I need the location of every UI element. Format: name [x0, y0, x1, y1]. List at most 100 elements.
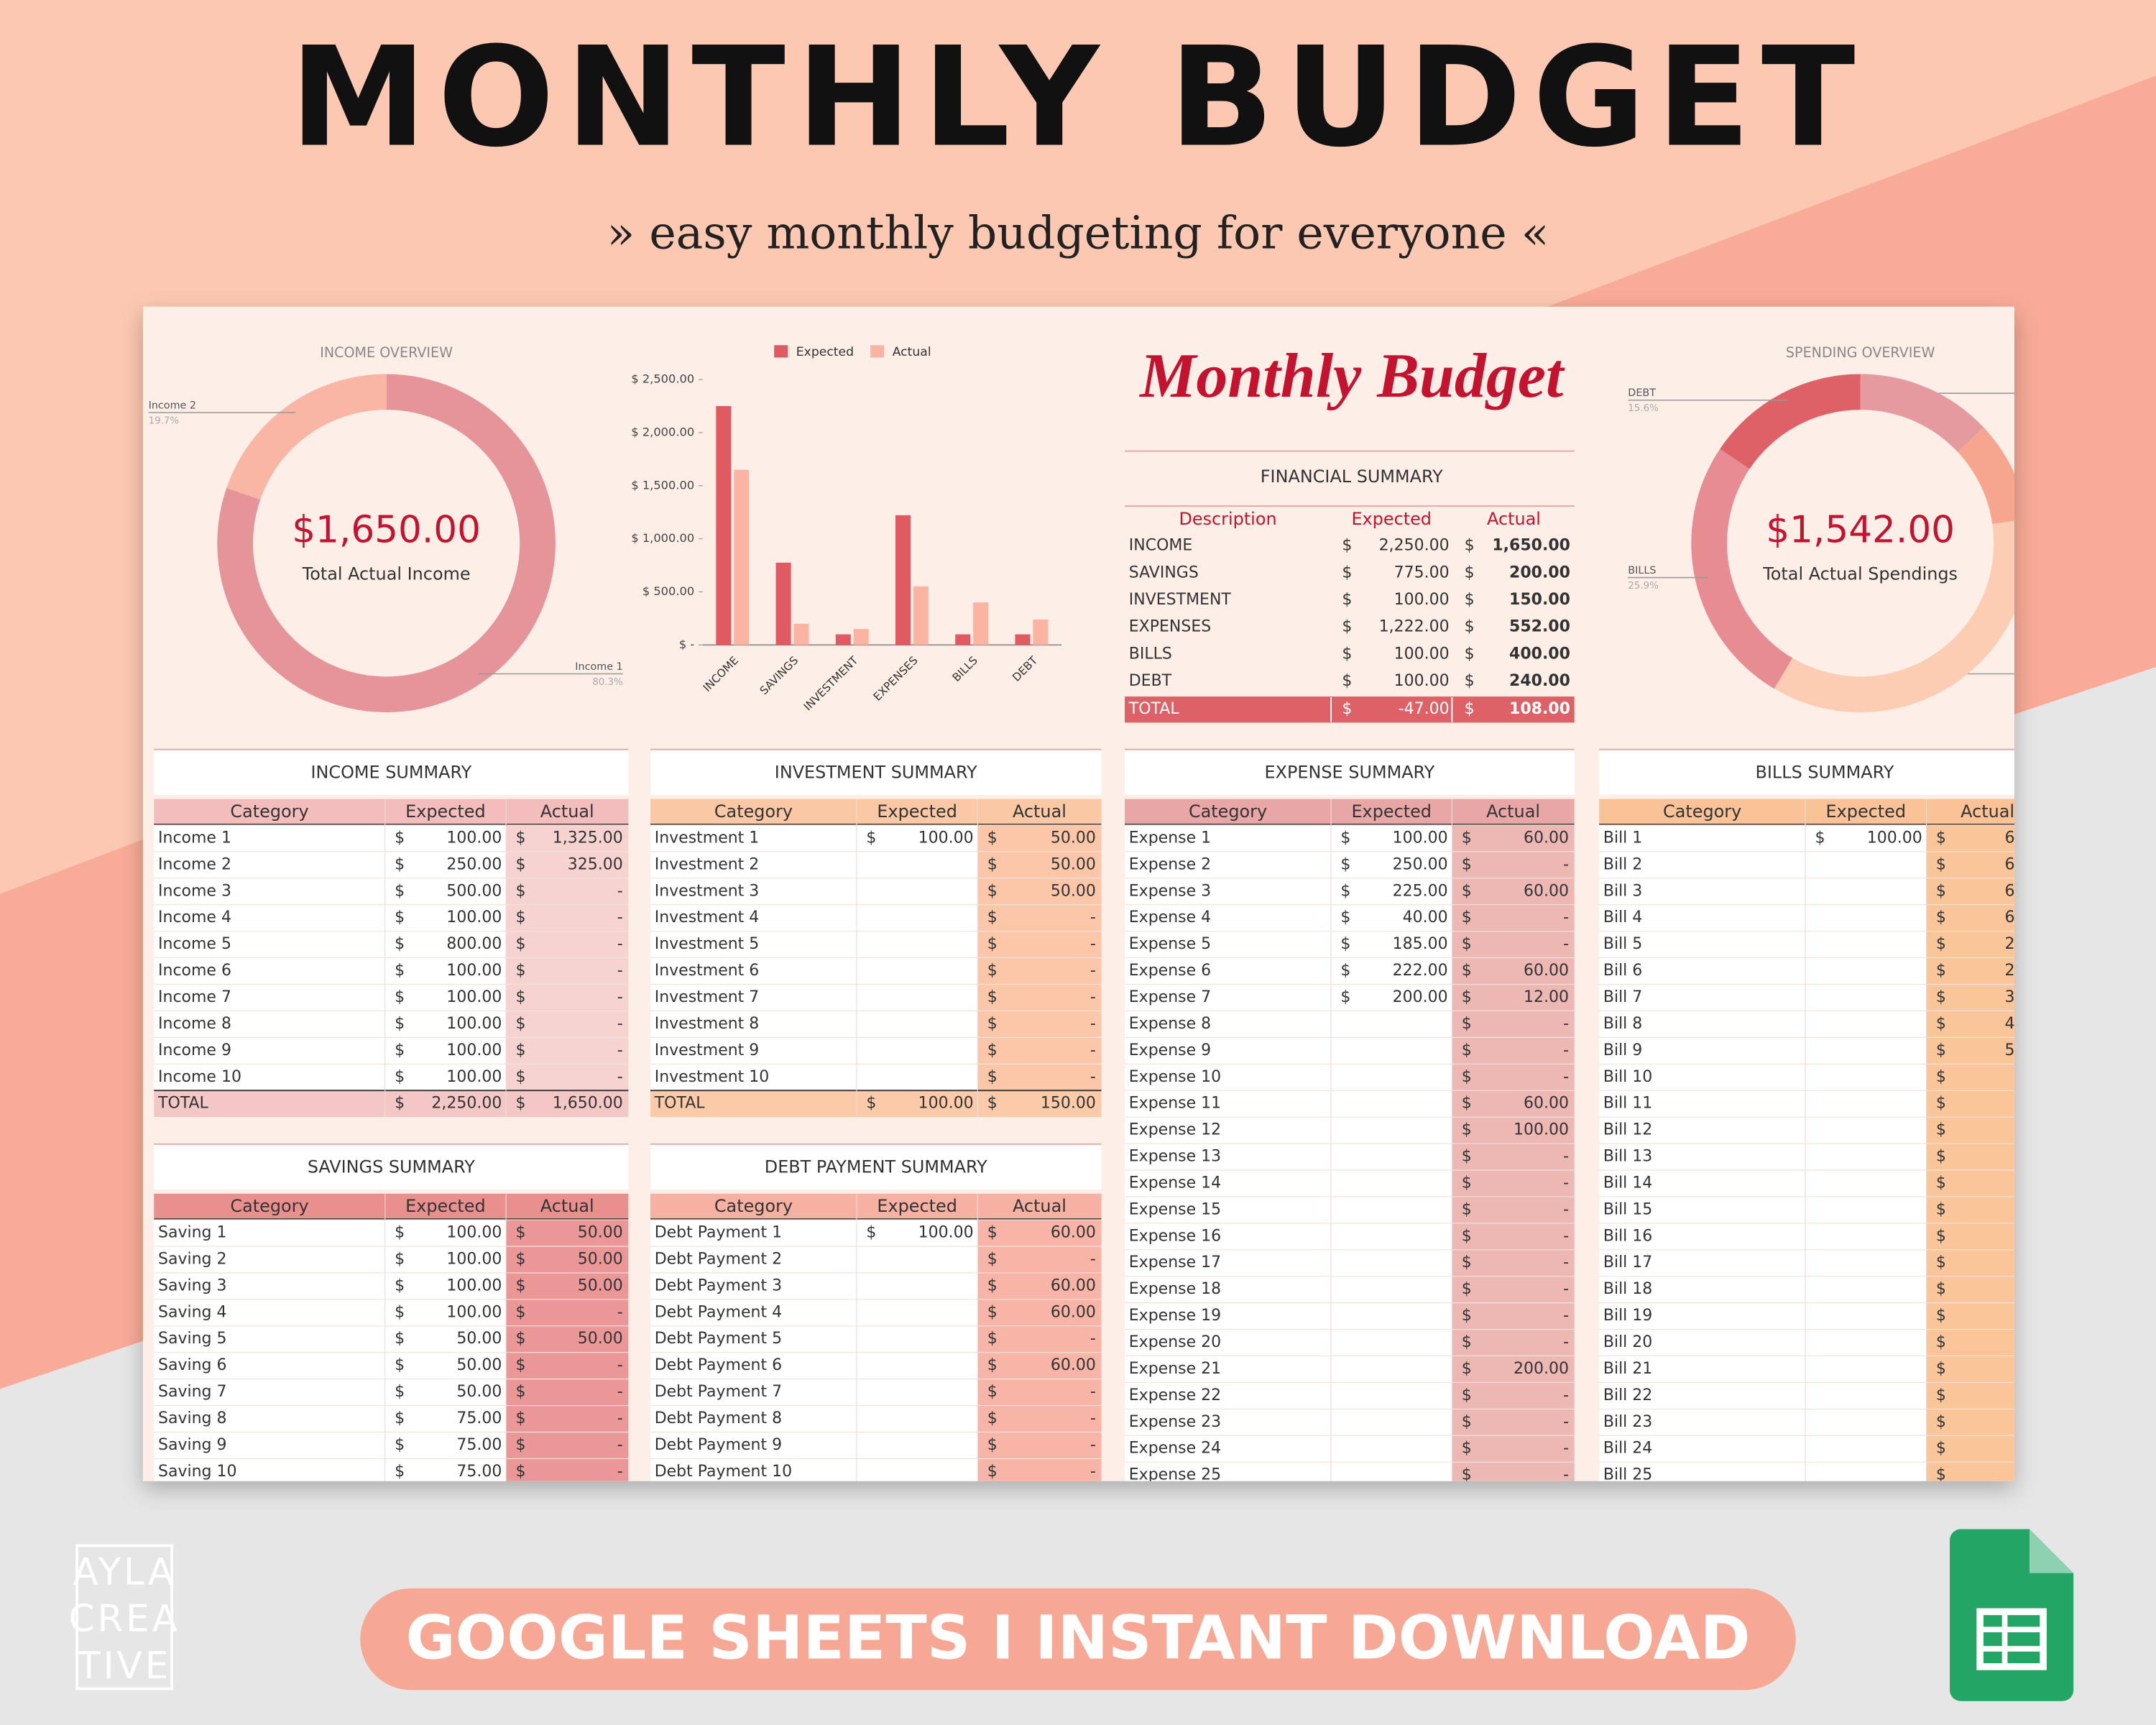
actual-cell-bg [977, 957, 1102, 985]
cell-actual: - [617, 882, 623, 900]
header-row [154, 1193, 629, 1219]
actual-cell-bg [506, 1352, 629, 1379]
currency: $ [1936, 1466, 1946, 1484]
cell-category: Expense 1 [1129, 829, 1211, 847]
cell-category: Expense 16 [1129, 1227, 1221, 1245]
row-bg [1599, 1223, 1927, 1250]
currency: $ [987, 1409, 998, 1427]
cell-category: Income 5 [158, 935, 231, 953]
currency: $ [515, 882, 525, 900]
logo-frame [75, 1544, 174, 1690]
currency: $ [1936, 1413, 1946, 1431]
currency: $ [1340, 935, 1350, 953]
cell-actual: - [617, 935, 623, 953]
cell-expected: 75.00 [456, 1463, 502, 1481]
cell-category: Expense 4 [1129, 908, 1211, 926]
actual-cell-bg [1452, 1144, 1575, 1170]
actual-cell-bg [506, 931, 629, 958]
currency: $ [395, 1068, 405, 1086]
currency: $ [395, 1276, 405, 1294]
row-bg [1125, 1037, 1452, 1064]
row-bg [1125, 957, 1452, 985]
actual-cell-bg [977, 1299, 1102, 1326]
cell-expected: 100.00 [446, 1303, 502, 1321]
cell-actual: - [617, 1436, 623, 1454]
cell-actual: - [1090, 1041, 1096, 1059]
cell-expected: 100.00 [1394, 645, 1450, 663]
cell-category: Debt Payment 5 [655, 1330, 782, 1348]
cell-actual: - [1563, 1015, 1569, 1033]
slice-label: Income 2 [149, 400, 196, 411]
cell-actual: 1,650.00 [1492, 537, 1570, 555]
actual-cell-bg [1926, 1037, 2014, 1064]
actual-cell-bg [1452, 1117, 1575, 1144]
cell-expected: 225.00 [1393, 882, 1448, 900]
currency: $ [1465, 537, 1475, 555]
currency: $ [515, 1276, 525, 1294]
row-bg [1125, 1329, 1452, 1356]
cell-category: Expense 7 [1129, 988, 1211, 1006]
row-bg [1599, 1249, 1927, 1276]
currency: $ [1340, 988, 1350, 1006]
currency: $ [1936, 1200, 1946, 1218]
cell-actual: - [1563, 1440, 1569, 1458]
actual-cell-bg [977, 1325, 1102, 1353]
cell-actual: 100.00 [1514, 1121, 1569, 1139]
cell-category: Expense 13 [1129, 1148, 1221, 1166]
cell-category: Bill 5 [1603, 935, 1642, 953]
row-bg [1125, 1223, 1452, 1250]
actual-cell-bg [506, 1220, 629, 1246]
column-header: Actual [1961, 801, 2014, 822]
banner-text: GOOGLE SHEETS I INSTANT DOWNLOAD [406, 1602, 1751, 1673]
cell-category: Bill 9 [1603, 1041, 1642, 1059]
cell-category: Debt Payment 6 [655, 1356, 782, 1374]
currency: $ [987, 908, 998, 926]
slice-pct: 25.9% [1628, 581, 1659, 592]
cell-actual: - [617, 1041, 623, 1059]
currency: $ [395, 1095, 405, 1113]
cell-category: Bill 1 [1603, 829, 1642, 847]
legend-swatch [774, 345, 788, 358]
bar [835, 634, 851, 645]
currency: $ [987, 1330, 998, 1348]
actual-cell-bg [1926, 1064, 2014, 1091]
currency: $ [395, 935, 405, 953]
cell-category: Income 9 [158, 1041, 231, 1059]
cell-actual: 2 [2005, 935, 2015, 953]
row-bg [154, 931, 507, 958]
actual-cell-bg [977, 851, 1102, 878]
row-bg [650, 824, 978, 852]
cell-expected: 100.00 [918, 1224, 974, 1242]
actual-cell-bg [1452, 1196, 1575, 1223]
cell-expected: 100.00 [446, 908, 502, 926]
cell-actual: 150.00 [1041, 1095, 1096, 1113]
cell-actual: - [1090, 1015, 1096, 1033]
cell-expected: 100.00 [446, 962, 502, 980]
actual-cell-bg [1926, 984, 2014, 1011]
row-label: SAVINGS [1129, 564, 1199, 581]
cell-category: Expense 23 [1129, 1413, 1221, 1431]
row-bg [154, 851, 507, 878]
bar [955, 634, 971, 645]
cell-category: Saving 10 [158, 1463, 236, 1481]
cell-category: Debt Payment 3 [655, 1276, 782, 1294]
row-bg [650, 957, 978, 985]
legend-label: Expected [796, 345, 854, 359]
cell-category: Expense 5 [1129, 935, 1211, 953]
currency: $ [987, 829, 998, 847]
currency: $ [1936, 1333, 1946, 1351]
currency: $ [1462, 1015, 1472, 1033]
row-bg [1125, 984, 1452, 1011]
currency: $ [1936, 935, 1946, 953]
header-row [650, 799, 1102, 824]
actual-cell-bg [977, 824, 1102, 852]
column-header: Actual [1013, 1196, 1067, 1216]
currency: $ [395, 1015, 405, 1033]
y-tick-label: $ - [679, 638, 695, 651]
row-bg [1125, 1382, 1452, 1409]
cell-category: Investment 7 [655, 988, 760, 1006]
currency: $ [395, 1330, 405, 1348]
column-header: Expected [1351, 509, 1432, 529]
row-bg [1125, 904, 1452, 932]
cell-expected: 100.00 [1394, 672, 1450, 690]
